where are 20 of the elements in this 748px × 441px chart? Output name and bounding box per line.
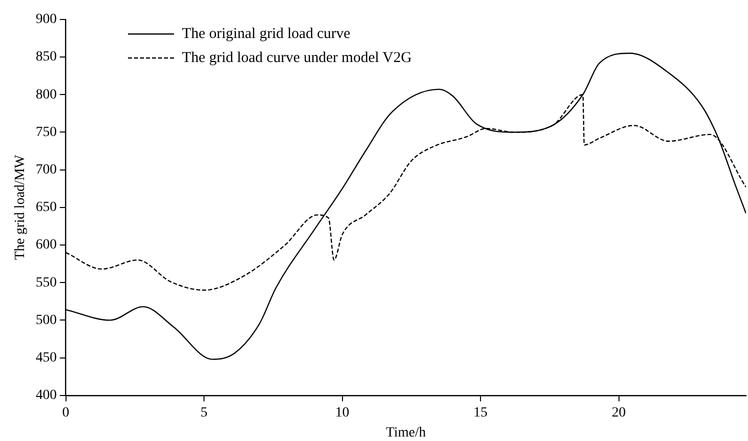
y-tick-label: 650 bbox=[36, 200, 57, 216]
y-tick-label: 750 bbox=[36, 124, 57, 140]
y-tick-label: 450 bbox=[36, 350, 57, 366]
y-tick-label: 900 bbox=[36, 12, 57, 28]
y-tick-label: 850 bbox=[36, 50, 57, 65]
legend-label: The grid load curve under model V2G bbox=[182, 49, 412, 68]
x-tick-label: 10 bbox=[335, 405, 350, 420]
x-tick-label: 5 bbox=[200, 405, 208, 420]
x-tick-label: 0 bbox=[62, 405, 70, 420]
y-tick-label: 500 bbox=[36, 312, 57, 328]
y-tick-label: 700 bbox=[36, 162, 57, 178]
x-tick-label: 15 bbox=[474, 405, 488, 420]
x-tick-label: 20 bbox=[612, 405, 626, 420]
y-tick-label: 550 bbox=[36, 275, 57, 290]
legend-label: The original grid load curve bbox=[182, 25, 350, 44]
x-axis-title: Time/h bbox=[386, 425, 426, 440]
y-tick-label: 600 bbox=[36, 238, 57, 253]
y-axis-title: The grid load/MW bbox=[13, 154, 28, 260]
y-tick-label: 800 bbox=[36, 87, 57, 102]
y-tick-label: 400 bbox=[36, 388, 57, 404]
